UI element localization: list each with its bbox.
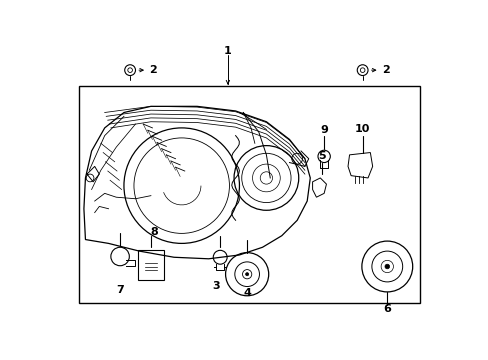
Text: 2: 2 — [149, 65, 157, 75]
Polygon shape — [312, 178, 326, 197]
Bar — [79, 86, 420, 303]
Text: 10: 10 — [354, 125, 369, 134]
Text: 9: 9 — [320, 125, 327, 135]
Text: 5: 5 — [317, 152, 325, 161]
Circle shape — [245, 273, 248, 276]
Text: 8: 8 — [151, 227, 158, 237]
Polygon shape — [347, 153, 372, 178]
Text: 1: 1 — [224, 46, 231, 56]
Text: 3: 3 — [212, 281, 220, 291]
Circle shape — [384, 264, 389, 269]
Text: 2: 2 — [381, 65, 389, 75]
Text: 6: 6 — [383, 304, 390, 314]
Text: 7: 7 — [116, 285, 124, 294]
Text: 4: 4 — [243, 288, 250, 298]
